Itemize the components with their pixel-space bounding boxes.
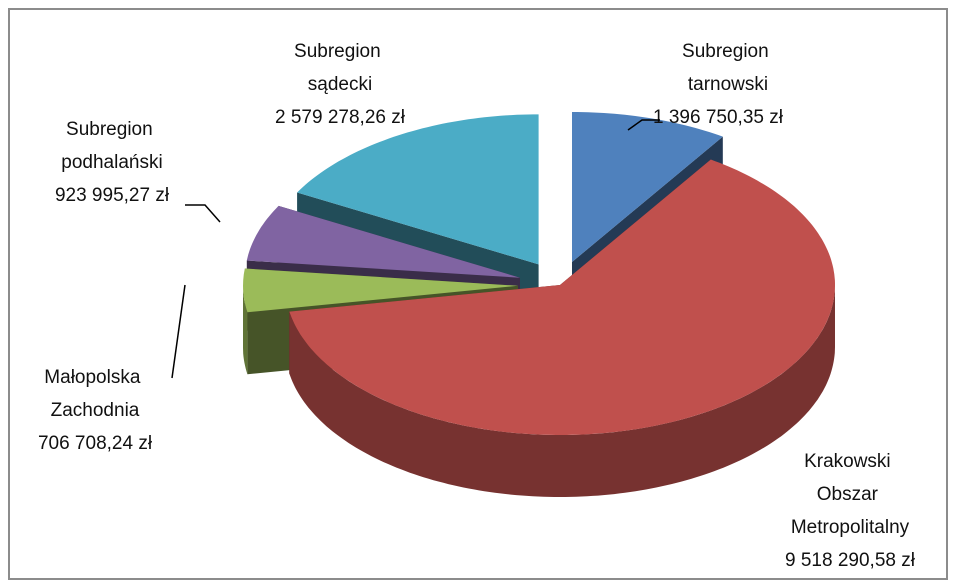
data-label: Subregion sądecki	[294, 41, 386, 95]
value-label: 9 518 290,58 zł	[785, 550, 916, 571]
data-label: Subregion podhalański	[61, 119, 162, 173]
leader-line	[171, 284, 186, 379]
slice	[243, 268, 518, 313]
slice-group	[289, 159, 835, 497]
data-label: Subregion tarnowski	[682, 41, 774, 95]
slice	[297, 114, 539, 265]
data-label: Małopolska Zachodnia	[44, 367, 145, 421]
slice	[289, 159, 835, 435]
slice-wall	[289, 285, 835, 497]
slice	[572, 112, 723, 262]
data-label: Krakowski Obszar Metropolitalny	[791, 451, 910, 538]
value-label: 706 708,24 zł	[38, 433, 153, 454]
value-label: 1 396 750,35 zł	[653, 107, 784, 128]
leader-line	[627, 119, 660, 131]
value-label: 2 579 278,26 zł	[275, 107, 406, 128]
slice-wall	[243, 285, 248, 375]
value-label: 923 995,27 zł	[55, 185, 170, 206]
slice	[246, 205, 521, 278]
leader-line	[185, 204, 221, 223]
